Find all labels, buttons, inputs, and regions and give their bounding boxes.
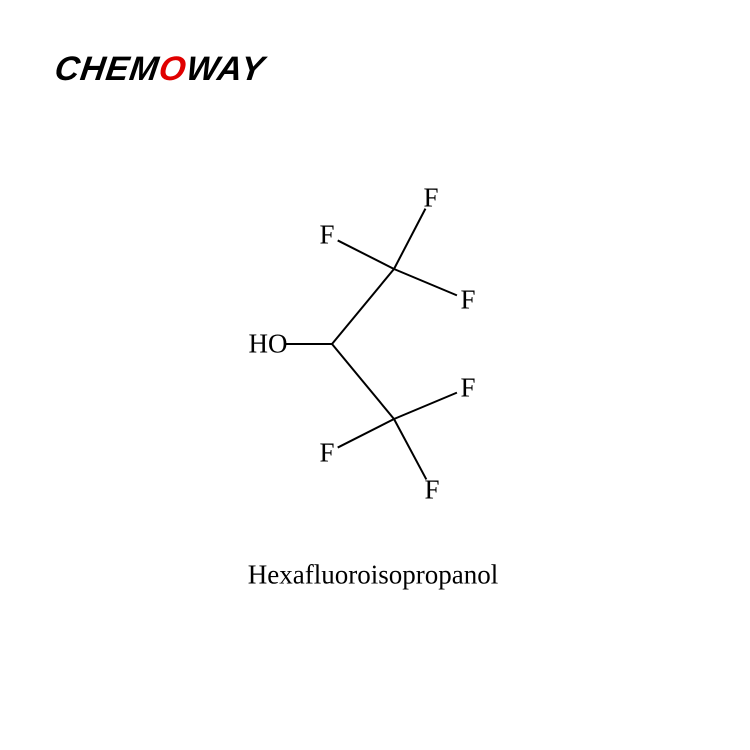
atom-F_bottom: F xyxy=(424,475,439,506)
atom-HO: HO xyxy=(249,329,288,360)
atom-F_upper_right: F xyxy=(460,285,475,316)
bond xyxy=(394,209,425,269)
bond-layer xyxy=(0,0,750,750)
atom-F_top: F xyxy=(423,183,438,214)
atom-F_mid_right: F xyxy=(460,373,475,404)
bond xyxy=(338,240,394,269)
bond xyxy=(394,269,457,295)
bond xyxy=(338,419,394,448)
molecule-name: Hexafluoroisopropanol xyxy=(248,560,498,591)
atom-F_upper_left: F xyxy=(319,220,334,251)
bond xyxy=(394,393,457,419)
molecule-diagram: HO F F F F F F Hexafluoroisopropanol xyxy=(0,0,750,750)
atom-F_lower_left: F xyxy=(319,438,334,469)
bond xyxy=(394,419,426,479)
bond xyxy=(332,344,394,419)
bond xyxy=(332,269,394,344)
